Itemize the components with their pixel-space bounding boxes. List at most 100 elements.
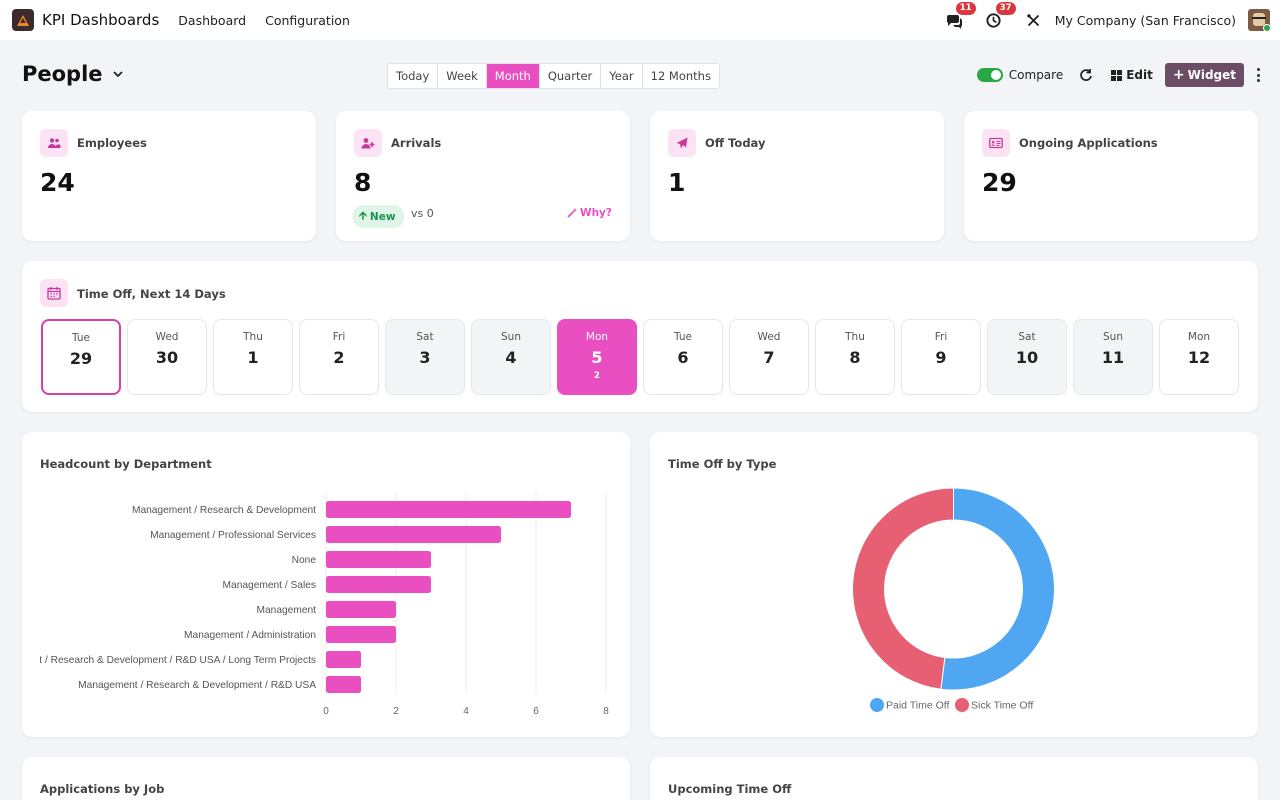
day-number: 5	[591, 348, 603, 367]
donut-slice[interactable]	[940, 487, 1055, 691]
dashboard-title[interactable]: People	[22, 62, 125, 86]
activities-icon[interactable]: 37	[985, 2, 1016, 29]
compare-toggle[interactable]	[976, 68, 1003, 82]
bar[interactable]	[326, 601, 396, 618]
day-name: Sun	[501, 331, 521, 343]
timeoff-next-14-days-card: Time Off, Next 14 Days Tue 29 Wed 30 Thu 1 …	[22, 261, 1258, 412]
legend-label[interactable]: Sick Time Off	[971, 700, 1033, 712]
why-link[interactable]: Why?	[567, 207, 612, 219]
y-category-label: Management / Research & Development	[132, 505, 316, 516]
day-cell[interactable]: Sat 10	[987, 319, 1067, 395]
edit-button-label: Edit	[1126, 68, 1153, 82]
day-cell[interactable]: Sun 4	[471, 319, 551, 395]
day-name: Mon	[585, 331, 609, 343]
tools-icon[interactable]	[1025, 11, 1043, 29]
add-widget-button[interactable]: + Widget	[1164, 63, 1244, 87]
day-number: 6	[677, 348, 689, 367]
x-tick-label: 8	[603, 706, 609, 717]
top-navbar: KPI Dashboards Dashboard Configuration 1…	[0, 0, 1280, 40]
nav-configuration[interactable]: Configuration	[265, 12, 350, 28]
day-cell[interactable]: Tue 29	[41, 319, 121, 395]
day-cell[interactable]: Fri 2	[299, 319, 379, 395]
kpi-value: 8	[354, 168, 372, 197]
day-name: Sat	[1018, 331, 1036, 343]
bar[interactable]	[326, 526, 501, 543]
magic-wand-icon	[567, 208, 577, 218]
day-number: 12	[1187, 348, 1211, 367]
activities-badge: 37	[995, 2, 1016, 15]
day-name: Fri	[332, 331, 346, 343]
day-cell[interactable]: Sun 11	[1073, 319, 1153, 395]
compare-label: Compare	[1008, 68, 1064, 82]
period-selector: Today Week Month Quarter Year 12 Months	[387, 63, 720, 89]
day-name: Tue	[72, 332, 90, 344]
edit-button[interactable]: Edit	[1111, 68, 1153, 82]
company-switcher[interactable]: My Company (San Francisco)	[1054, 12, 1236, 28]
kpi-card-arrivals[interactable]: Arrivals 8 🡩 New vs 0 Why?	[336, 111, 630, 241]
x-tick-label: 6	[533, 706, 539, 717]
day-name: Sat	[416, 331, 434, 343]
app-icon[interactable]	[12, 9, 34, 31]
messages-icon[interactable]: 11	[945, 2, 976, 29]
kpi-label: Ongoing Applications	[1019, 136, 1158, 150]
headcount-by-department-card: Headcount by Department 0 2 4 6 8 Management …	[22, 432, 630, 737]
legend-label[interactable]: Paid Time Off	[886, 700, 949, 712]
nav-dashboard[interactable]: Dashboard	[178, 12, 247, 28]
day-name: Mon	[1187, 331, 1211, 343]
bar[interactable]	[326, 651, 361, 668]
day-number: 30	[155, 348, 179, 367]
kpi-value: 1	[668, 168, 686, 197]
user-avatar[interactable]	[1248, 9, 1270, 31]
x-tick-label: 4	[463, 706, 469, 717]
day-cell[interactable]: Wed 7	[729, 319, 809, 395]
kpi-card-ongoing-applications[interactable]: Ongoing Applications 29	[964, 111, 1258, 241]
bar[interactable]	[326, 576, 431, 593]
grid-icon	[1111, 69, 1123, 81]
refresh-icon[interactable]	[1079, 68, 1093, 82]
day-number: 2	[333, 348, 345, 367]
period-quarter[interactable]: Quarter	[540, 64, 602, 88]
day-cell[interactable]: Wed 30	[127, 319, 207, 395]
trend-label: New	[369, 210, 396, 223]
day-name: Tue	[674, 331, 692, 343]
comparison-text: vs 0	[411, 207, 434, 220]
day-cell[interactable]: Mon 5 2	[557, 319, 637, 395]
dashboard-title-text: People	[22, 62, 103, 86]
day-cell[interactable]: Mon 12	[1159, 319, 1239, 395]
day-cell[interactable]: Thu 8	[815, 319, 895, 395]
period-year[interactable]: Year	[601, 64, 643, 88]
day-number: 29	[69, 349, 93, 368]
day-name: Thu	[845, 331, 865, 343]
bar[interactable]	[326, 551, 431, 568]
bar[interactable]	[326, 626, 396, 643]
upcoming-timeoff-card: Upcoming Time Off	[650, 757, 1258, 800]
day-cell[interactable]: Fri 9	[901, 319, 981, 395]
period-12-months[interactable]: 12 Months	[650, 69, 711, 83]
day-name: Thu	[243, 331, 263, 343]
kpi-value: 29	[982, 168, 1017, 197]
more-options-icon[interactable]	[1256, 68, 1260, 82]
x-tick-label: 2	[393, 706, 399, 717]
day-cell[interactable]: Tue 6	[643, 319, 723, 395]
period-month[interactable]: Month	[486, 64, 540, 88]
section-title: Upcoming Time Off	[668, 782, 792, 796]
bar[interactable]	[326, 501, 571, 518]
app-name[interactable]: KPI Dashboards	[42, 11, 160, 29]
bar[interactable]	[326, 676, 361, 693]
section-title: Headcount by Department	[40, 457, 212, 471]
kpi-card-employees[interactable]: Employees 24	[22, 111, 316, 241]
period-week[interactable]: Week	[438, 64, 487, 88]
donut-slice[interactable]	[852, 487, 954, 690]
day-cell[interactable]: Sat 3	[385, 319, 465, 395]
day-name: Wed	[155, 331, 179, 343]
period-today[interactable]: Today	[388, 64, 439, 88]
day-name: Fri	[934, 331, 948, 343]
applications-by-job-card: Applications by Job	[22, 757, 630, 800]
legend-swatch	[870, 698, 884, 712]
plus-icon: +	[1172, 67, 1185, 83]
y-category-label: Management / Administration	[184, 630, 316, 641]
kpi-card-off-today[interactable]: Off Today 1	[650, 111, 944, 241]
kpi-label: Arrivals	[391, 136, 442, 150]
day-cell[interactable]: Thu 1	[213, 319, 293, 395]
section-title: Applications by Job	[40, 782, 165, 796]
